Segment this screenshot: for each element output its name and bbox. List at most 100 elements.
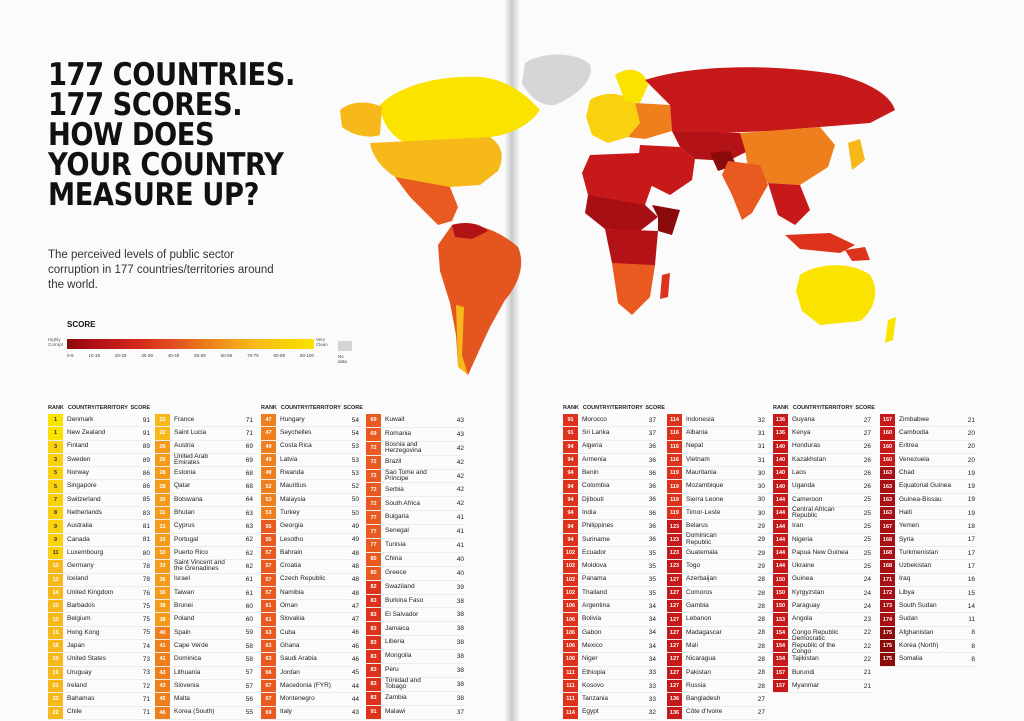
country-score: 21	[967, 416, 975, 424]
rank-badge: 33	[155, 533, 170, 546]
country-score: 34	[648, 616, 656, 624]
table-row: 83 Peru 38	[366, 664, 466, 678]
country-score: 62	[245, 562, 253, 570]
table-row: 154 Tajikistan 22	[773, 653, 873, 667]
rank-badge: 111	[563, 693, 578, 706]
table-row: 26 Austria 69	[155, 440, 255, 454]
country-score: 36	[648, 496, 656, 504]
country-score: 48	[351, 576, 359, 584]
rank-badge: 123	[667, 560, 682, 573]
country-score: 48	[351, 549, 359, 557]
table-row: 40 Spain 59	[155, 626, 255, 641]
country-score: 35	[648, 589, 656, 597]
country-name: Zambia	[385, 694, 407, 701]
rank-badge: 168	[880, 533, 895, 546]
country-score: 40	[456, 555, 464, 563]
table-row: 119 Timor-Leste 30	[667, 507, 767, 521]
country-name: Iran	[792, 522, 804, 530]
table-header: RANK COUNTRY/TERRITORY SCORE	[261, 402, 363, 414]
table-row: 102 Panama 35	[563, 573, 658, 587]
country-score: 53	[351, 456, 359, 464]
country-score: 36	[648, 523, 656, 531]
table-row: 3 Sweden 89	[48, 453, 152, 468]
country-name: Hungary	[280, 415, 305, 423]
rank-badge: 160	[880, 453, 895, 467]
country-score: 35	[648, 576, 656, 584]
country-name: Dominica	[174, 655, 202, 663]
country-score: 28	[757, 616, 765, 624]
table-row: 22 France 71	[155, 414, 255, 428]
headline-line: HOW DOES	[48, 117, 215, 153]
rank-badge: 163	[880, 467, 895, 480]
country-score: 46	[351, 655, 359, 663]
table-row: 150 Paraguay 24	[773, 600, 873, 614]
rank-badge: 67	[261, 679, 276, 693]
country-name: Kazakhstan	[792, 455, 826, 463]
rank-badge: 45	[155, 693, 170, 706]
country-name: Moldova	[582, 562, 607, 570]
country-name: Mali	[686, 641, 698, 649]
rank-badge: 94	[563, 507, 578, 520]
rank-badge: 28	[155, 480, 170, 493]
country-name: Qatar	[174, 482, 191, 490]
country-name: Argentina	[582, 602, 610, 610]
country-score: 26	[863, 456, 871, 464]
table-row: 61 Oman 47	[261, 600, 361, 614]
ranking-table-column: RANKCOUNTRY/TERRITORYSCORE114Indonesia32…	[667, 402, 767, 720]
no-data-swatch	[338, 341, 352, 351]
rank-badge: 94	[563, 493, 578, 507]
rank-badge: 5	[48, 467, 63, 480]
country-name: Malawi	[385, 707, 406, 715]
country-name: Ecuador	[582, 548, 607, 556]
rank-badge: 83	[366, 636, 381, 650]
rank-badge: 80	[366, 552, 381, 566]
country-score: 26	[863, 483, 871, 491]
country-name: Barbados	[67, 602, 95, 610]
table-row: 127 Mali 28	[667, 640, 767, 654]
country-name: Eritrea	[899, 442, 919, 450]
country-score: 33	[648, 682, 656, 690]
country-name: Gabon	[582, 628, 602, 636]
table-row: 49 Costa Rica 53	[261, 440, 361, 454]
country-name: Poland	[174, 615, 195, 623]
country-score: 73	[142, 669, 150, 677]
country-score: 37	[648, 416, 656, 424]
rank-badge: 119	[667, 507, 682, 520]
country-name: Chad	[899, 469, 915, 477]
country-name: Sweden	[67, 455, 91, 463]
rank-badge: 127	[667, 613, 682, 626]
rank-badge: 83	[366, 594, 381, 608]
table-row: 53 Malaysia 50	[261, 493, 361, 508]
country-score: 73	[142, 655, 150, 663]
table-row: 72 South Africa 42	[366, 497, 466, 512]
table-row: 22 Bahamas 71	[48, 693, 152, 707]
country-score: 25	[863, 509, 871, 517]
table-row: 144 Central African Republic 25	[773, 506, 873, 521]
country-name: Algeria	[582, 442, 603, 450]
rank-badge: 12	[48, 560, 63, 573]
country-score: 36	[648, 536, 656, 544]
table-row: 63 Cuba 46	[261, 626, 361, 641]
rank-badge: 157	[773, 679, 788, 693]
country-score: 56	[245, 695, 253, 703]
country-score: 63	[245, 509, 253, 517]
country-score: 34	[648, 602, 656, 610]
table-row: 127 Madagascar 28	[667, 626, 767, 641]
country-score: 8	[971, 629, 975, 637]
map-region-africa-south	[612, 263, 655, 315]
table-row: 69 Italy 43	[261, 706, 361, 720]
country-score: 54	[351, 429, 359, 437]
country-score: 75	[142, 629, 150, 637]
rank-badge: 57	[261, 546, 276, 560]
country-name: Iceland	[67, 575, 88, 583]
rank-badge: 55	[261, 520, 276, 533]
country-score: 80	[142, 549, 150, 557]
table-row: 67 Macedonia (FYR) 44	[261, 679, 361, 694]
country-score: 41	[456, 528, 464, 536]
country-name: Paraguay	[792, 602, 820, 610]
country-score: 36	[648, 469, 656, 477]
rank-badge: 38	[155, 600, 170, 613]
country-name: Lithuania	[174, 668, 201, 676]
country-name: Nicaragua	[686, 655, 716, 663]
table-row: 119 Sierra Leone 30	[667, 493, 767, 508]
